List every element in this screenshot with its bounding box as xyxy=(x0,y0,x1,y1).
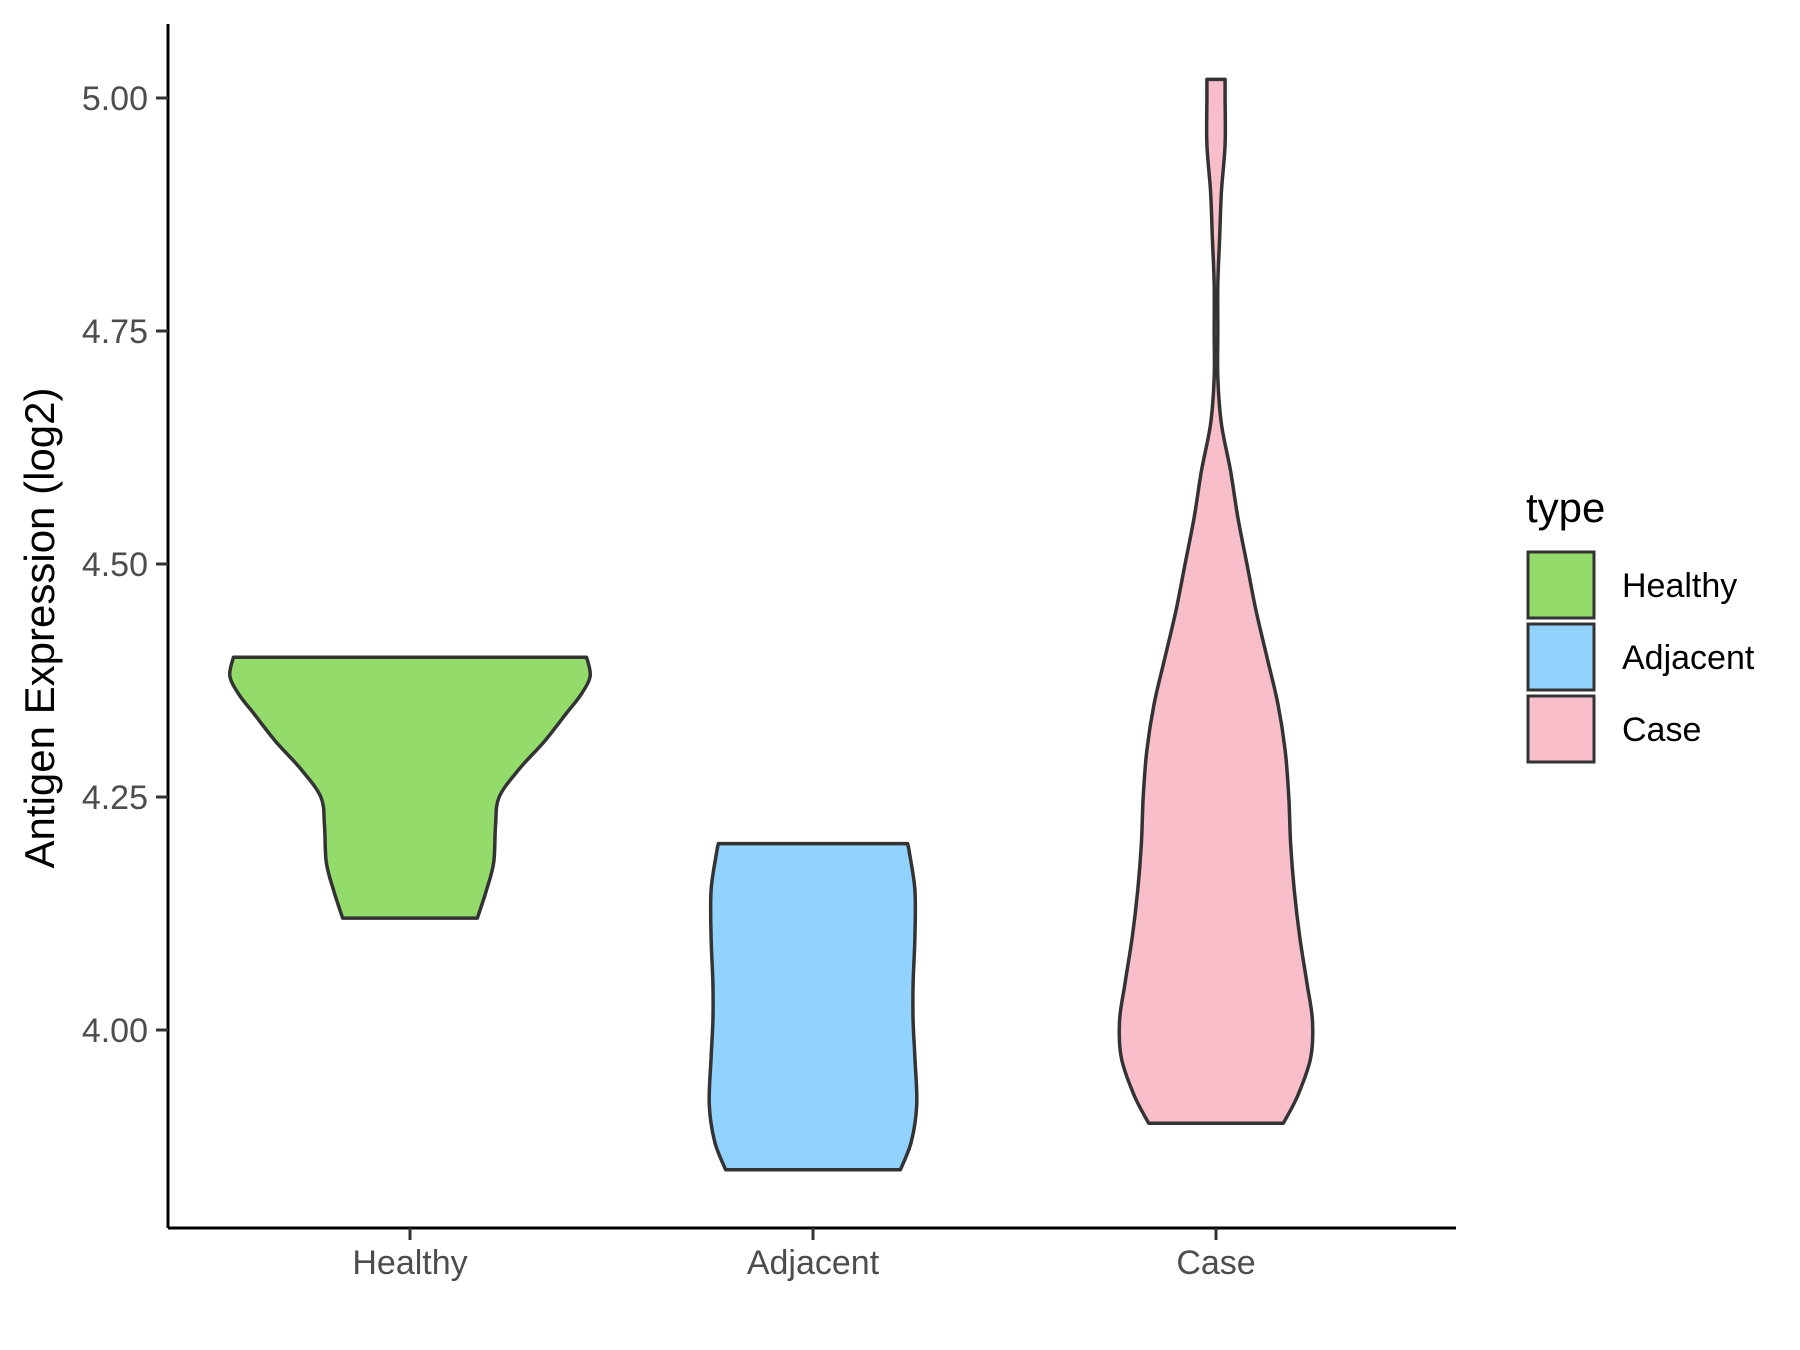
y-tick-label: 4.00 xyxy=(82,1012,148,1050)
violin-healthy xyxy=(227,655,593,920)
violin-adjacent xyxy=(707,841,919,1172)
legend-swatch-case xyxy=(1526,694,1596,764)
legend: type Healthy Adjacent Case xyxy=(1526,484,1755,764)
legend-label-healthy: Healthy xyxy=(1622,567,1737,605)
violin-case xyxy=(1117,77,1315,1125)
legend-swatch-healthy xyxy=(1526,550,1596,620)
legend-title: type xyxy=(1526,484,1605,531)
violins-layer xyxy=(227,77,1315,1172)
y-tick-label: 5.00 xyxy=(82,80,148,118)
y-tick-label: 4.75 xyxy=(82,313,148,351)
axes-layer: 4.00 4.25 4.50 4.75 5.00 Healthy Adjacent Case xyxy=(82,24,1456,1282)
legend-label-case: Case xyxy=(1622,711,1701,749)
x-ticks: Healthy Adjacent Case xyxy=(352,1228,1256,1282)
legend-swatch-adjacent xyxy=(1526,622,1596,692)
x-tick-label: Case xyxy=(1176,1244,1255,1282)
legend-label-adjacent: Adjacent xyxy=(1622,639,1755,677)
x-tick-label: Healthy xyxy=(352,1244,467,1282)
y-ticks: 4.00 4.25 4.50 4.75 5.00 xyxy=(82,80,168,1050)
legend-entries: Healthy Adjacent Case xyxy=(1526,550,1755,764)
x-tick-label: Adjacent xyxy=(747,1244,880,1282)
y-tick-label: 4.50 xyxy=(82,546,148,584)
y-tick-label: 4.25 xyxy=(82,779,148,817)
y-axis-title: Antigen Expression (log2) xyxy=(16,388,63,869)
